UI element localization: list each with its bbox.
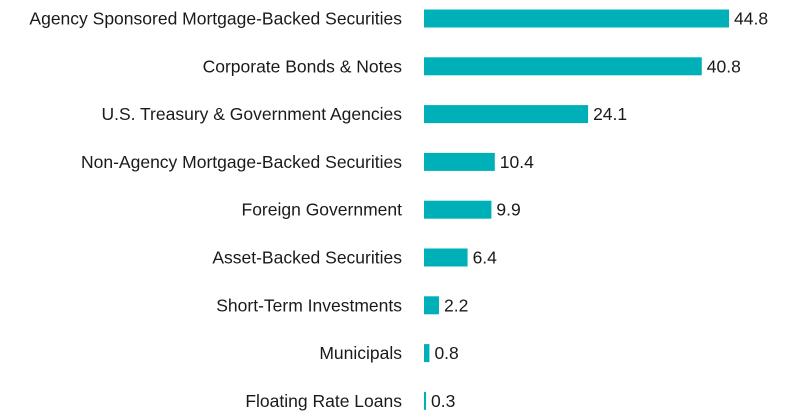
value-label: 9.9 [496,200,520,220]
bar [424,344,430,363]
value-label: 6.4 [473,248,498,268]
bar [424,9,729,28]
bar [424,105,589,124]
category-label: Corporate Bonds & Notes [203,56,403,76]
category-label: Asset-Backed Securities [212,248,402,268]
value-label: 10.4 [500,152,534,172]
category-labels: Agency Sponsored Mortgage-Backed Securit… [29,9,402,411]
value-label: 0.3 [431,391,455,411]
bars [424,9,729,410]
value-label: 2.2 [444,295,468,315]
category-label: Floating Rate Loans [245,391,402,411]
category-label: Agency Sponsored Mortgage-Backed Securit… [29,9,402,29]
value-label: 0.8 [434,343,458,363]
bar [424,391,427,410]
value-labels: 44.8 40.8 24.1 10.4 9.9 6.4 2.2 0.8 0.3 [431,9,768,411]
value-label: 40.8 [707,56,741,76]
category-label: Short-Term Investments [216,295,402,315]
bar [424,152,495,171]
bar [424,296,439,315]
category-label: U.S. Treasury & Government Agencies [101,104,402,124]
bar [424,57,702,76]
bar [424,200,492,219]
category-label: Non-Agency Mortgage-Backed Securities [81,152,402,172]
value-label: 24.1 [593,104,627,124]
value-label: 44.8 [734,9,768,29]
category-label: Foreign Government [242,200,403,220]
bar [424,248,468,267]
category-label: Municipals [319,343,402,363]
